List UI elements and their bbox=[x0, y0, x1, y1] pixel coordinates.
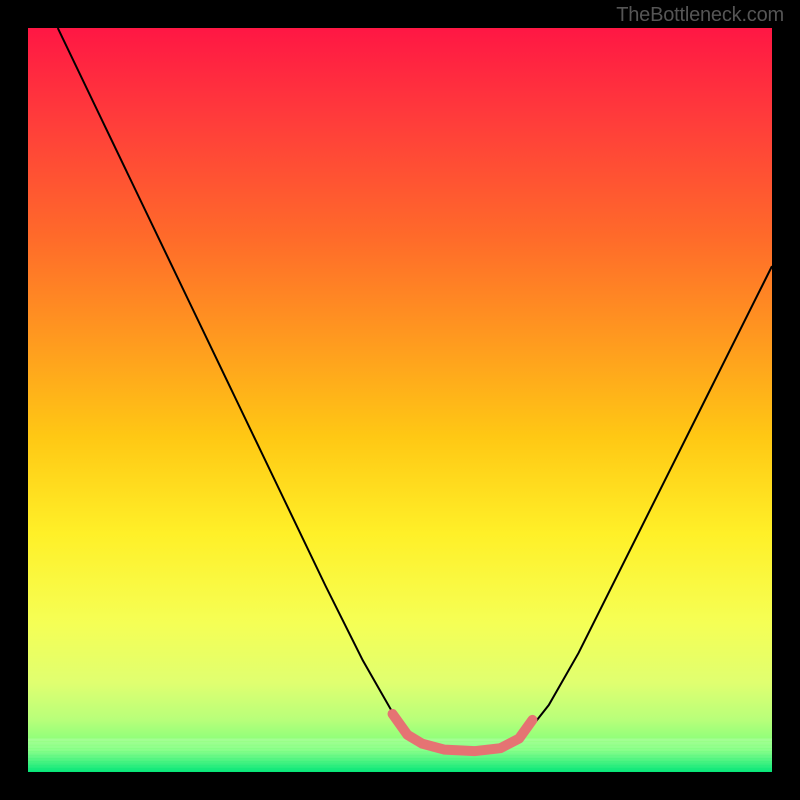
bottleneck-curve bbox=[28, 28, 772, 772]
chart-container: TheBottleneck.com bbox=[0, 0, 800, 800]
highlight-segment bbox=[393, 714, 533, 751]
watermark-text: TheBottleneck.com bbox=[616, 4, 784, 27]
plot-area bbox=[28, 28, 772, 772]
curve-line bbox=[58, 28, 772, 750]
